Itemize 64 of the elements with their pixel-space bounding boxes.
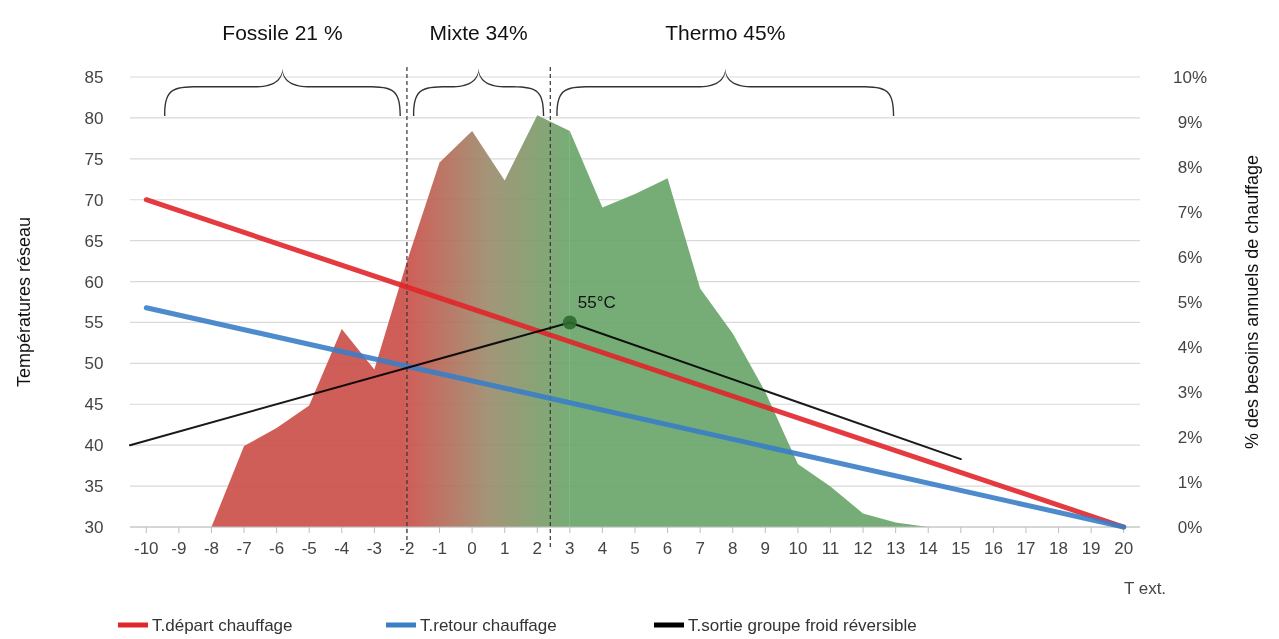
text: Mixte 34% (429, 21, 528, 44)
y2-tick-label: 0% (1177, 518, 1203, 537)
y2-tick-label: 7% (1177, 203, 1203, 222)
y-tick-label: 70 (84, 190, 104, 210)
x-tick-label: 1 (499, 539, 510, 558)
x-tick-label: 2 (532, 539, 542, 558)
y2-tick-label: 1% (1177, 473, 1203, 492)
x-tick-label: 12 (853, 539, 873, 558)
x-tick-label: 4 (597, 539, 608, 558)
y-tick-label: 45 (84, 395, 104, 415)
y2-tick-label: 9% (1177, 113, 1203, 132)
x-tick-label: 17 (1016, 539, 1036, 558)
x-tick-label: -6 (269, 539, 285, 558)
x-tick-label: 18 (1049, 539, 1069, 558)
x-tick-label: 20 (1114, 539, 1134, 558)
y-tick-label: 85 (84, 68, 104, 87)
y-tick-label: 60 (84, 272, 104, 292)
y-tick-label: 80 (84, 108, 104, 128)
y-tick-label: 50 (84, 354, 104, 374)
y2-tick-label: 6% (1177, 248, 1203, 267)
x-tick-label: -2 (399, 539, 415, 558)
x-tick-label: 10 (788, 539, 808, 558)
y2-tick-label: 10% (1172, 68, 1208, 87)
x-tick-label: 0 (467, 539, 477, 558)
y-tick-label: 30 (84, 518, 104, 537)
x-tick-label: -1 (431, 539, 448, 558)
x-tick-label: 11 (821, 539, 840, 558)
text: Thermo 45% (665, 21, 786, 44)
y-tick-label: 75 (84, 149, 104, 169)
x-tick-label: -8 (203, 539, 220, 558)
annotation: 55°C (577, 293, 616, 313)
x-tick-label: 19 (1081, 539, 1101, 558)
y2-tick-label: 8% (1177, 158, 1203, 177)
x-tick-label: 7 (695, 539, 705, 558)
x-tick-label: -10 (134, 539, 159, 558)
x-tick-label: 5 (630, 539, 640, 558)
x-tick-label: 8 (728, 539, 738, 558)
y2-tick-label: 2% (1177, 428, 1203, 447)
legend-label: T.retour chauffage (420, 616, 557, 635)
x-tick-label: 15 (951, 539, 971, 558)
y-tick-label: 55 (84, 313, 104, 333)
legend-label: T.sortie groupe froid réversible (688, 616, 917, 635)
y2-tick-label: 5% (1177, 293, 1203, 312)
x-tick-label: -5 (301, 539, 317, 558)
x-axis-title: T ext. (1123, 579, 1167, 598)
y-tick-label: 40 (84, 436, 104, 456)
y-tick-label: 65 (84, 231, 104, 251)
x-tick-label: 9 (760, 539, 771, 558)
y2-axis-title: % des besoins annuels de chauffage (1242, 155, 1262, 449)
x-tick-label: 14 (918, 539, 938, 558)
x-tick-label: 13 (886, 539, 906, 558)
x-tick-label: -7 (236, 539, 252, 558)
y2-tick-label: 3% (1177, 383, 1203, 402)
x-tick-label: -9 (171, 539, 187, 558)
x-tick-label: -4 (334, 539, 350, 558)
x-tick-label: 6 (662, 539, 673, 558)
y-tick-label: 35 (84, 477, 104, 497)
y-axis-title: Températures réseau (14, 216, 34, 388)
y2-tick-label: 4% (1177, 338, 1203, 357)
x-tick-label: 16 (983, 539, 1003, 558)
x-tick-label: 3 (565, 539, 575, 558)
legend-label: T.départ chauffage (152, 616, 293, 635)
text: Fossile 21 % (222, 21, 343, 44)
x-tick-label: -3 (366, 539, 382, 558)
